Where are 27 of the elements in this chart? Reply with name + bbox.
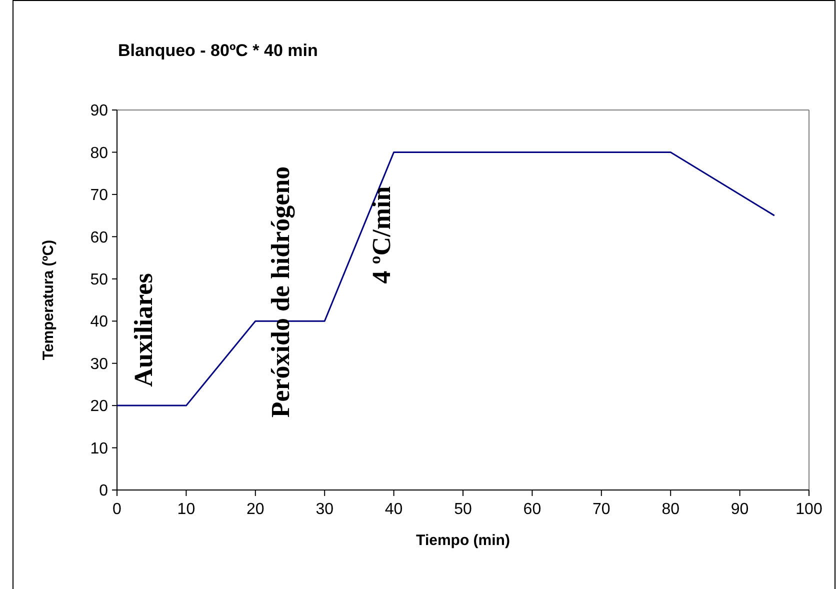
- y-tick-label: 60: [90, 229, 108, 246]
- x-tick-label: 90: [730, 501, 749, 518]
- x-tick-label: 20: [246, 501, 264, 518]
- annotation: 4 ºC/min: [367, 186, 396, 284]
- y-tick-label: 70: [90, 187, 108, 204]
- x-tick-label: 100: [796, 501, 822, 518]
- x-tick-label: 0: [112, 501, 122, 518]
- y-tick-label: 50: [90, 271, 108, 288]
- y-axis-title: Temperatura (ºC): [40, 240, 57, 360]
- x-tick-label: 50: [454, 501, 472, 518]
- annotation: Auxiliares: [129, 273, 158, 387]
- x-axis-title: Tiempo (min): [416, 532, 510, 549]
- y-tick-label: 40: [90, 314, 108, 331]
- y-tick-label: 20: [90, 398, 108, 416]
- y-tick-label: 90: [90, 102, 108, 120]
- annotation: Peróxido de hidrógeno: [266, 166, 296, 418]
- x-tick-label: 80: [662, 501, 680, 518]
- x-tick-label: 60: [523, 501, 542, 518]
- x-tick-label: 30: [316, 501, 334, 518]
- x-tick-label: 10: [177, 501, 196, 518]
- y-tick-label: 30: [90, 356, 108, 373]
- y-tick-label: 80: [90, 144, 108, 162]
- x-tick-label: 70: [592, 501, 610, 518]
- y-tick-label: 10: [90, 440, 108, 458]
- chart-title: Blanqueo - 80ºC * 40 min: [118, 41, 318, 60]
- y-tick-label: 0: [99, 482, 108, 500]
- x-tick-label: 40: [384, 501, 403, 518]
